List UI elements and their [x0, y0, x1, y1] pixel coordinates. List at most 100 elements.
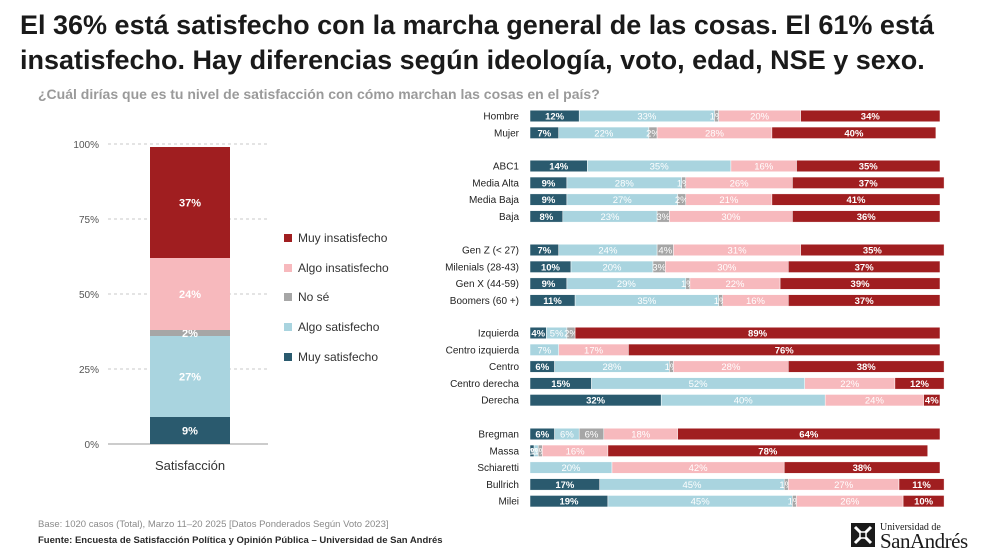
- data-label: 17%: [555, 480, 575, 491]
- row-label: Media Baja: [469, 195, 519, 206]
- data-label: 24%: [598, 246, 618, 257]
- data-label: 4%: [531, 329, 545, 340]
- data-label: 17%: [584, 345, 604, 356]
- data-label: 35%: [863, 246, 883, 257]
- data-label: 1%: [525, 446, 539, 457]
- bar-segment: [771, 193, 941, 206]
- row-label: Milenials (28-43): [445, 262, 519, 273]
- row-label: Mujer: [494, 128, 520, 139]
- data-label: 12%: [545, 112, 565, 123]
- data-label: 4%: [658, 246, 672, 257]
- legend-swatch: [284, 353, 292, 361]
- data-label: 6%: [535, 362, 549, 373]
- data-label: 23%: [600, 212, 620, 223]
- row-label: Schiaretti: [477, 463, 519, 474]
- legend-swatch: [284, 264, 292, 272]
- legend-swatch: [284, 323, 292, 331]
- row-label: Gen X (44-59): [456, 279, 519, 290]
- source-note: Fuente: Encuesta de Satisfacción Polític…: [38, 535, 443, 546]
- data-label: 9%: [182, 426, 198, 438]
- y-tick-label: 100%: [73, 140, 99, 151]
- data-label: 1%: [714, 296, 728, 307]
- data-label: 34%: [861, 112, 881, 123]
- data-label: 40%: [844, 128, 864, 139]
- data-label: 7%: [537, 128, 551, 139]
- data-label: 1%: [529, 446, 543, 457]
- y-tick-label: 25%: [79, 365, 99, 376]
- row-label: Baja: [499, 212, 519, 223]
- bar-segment: [788, 260, 941, 273]
- data-label: 9%: [542, 279, 556, 290]
- bar-segment: [800, 244, 945, 256]
- data-label: 1%: [710, 112, 724, 123]
- bar-segment: [792, 210, 941, 223]
- page-title: El 36% está satisfecho con la marcha gen…: [20, 10, 934, 75]
- y-tick-label: 75%: [79, 215, 99, 226]
- bar-segment: [574, 327, 941, 339]
- data-label: 14%: [549, 162, 569, 173]
- data-label: 1%: [779, 480, 793, 491]
- data-label: 3%: [656, 212, 670, 223]
- data-label: 32%: [586, 396, 606, 407]
- segment-satisfaction-chart: Hombre 12% 33% 1% 20% 34% Mujer 7% 22% 2% 28% 40% AB…: [445, 110, 945, 508]
- row-label: Massa: [490, 446, 520, 457]
- data-label: 42%: [689, 463, 709, 474]
- data-label: 15%: [551, 379, 571, 390]
- data-label: 16%: [754, 162, 774, 173]
- data-label: 36%: [857, 212, 877, 223]
- chart-subtitle: ¿Cuál dirías que es tu nivel de satisfac…: [38, 86, 600, 102]
- logo-text-big: SanAndrés: [880, 529, 968, 553]
- bar-segment: [898, 478, 945, 491]
- data-label: 2%: [675, 195, 689, 206]
- column-segment: [150, 417, 230, 444]
- bar-segment: [800, 110, 941, 122]
- bar-segment: [796, 160, 941, 172]
- row-label: Centro derecha: [450, 379, 519, 390]
- row-label: Centro izquierda: [446, 345, 520, 356]
- data-label: 1%: [788, 497, 802, 508]
- bar-segment: [894, 377, 945, 390]
- data-label: 38%: [853, 463, 873, 474]
- data-label: 64%: [799, 430, 819, 441]
- logo-text-small: Universidad de: [880, 522, 941, 533]
- overall-satisfaction-chart: 0% 25% 50% 75% 100% 9% 27% 2% 24% 37% Satisfacción…: [73, 140, 389, 473]
- data-label: 24%: [865, 396, 885, 407]
- data-label: 22%: [840, 379, 860, 390]
- data-label: 37%: [859, 178, 879, 189]
- legend-label: Muy satisfecho: [298, 350, 378, 364]
- data-label: 35%: [650, 162, 670, 173]
- data-label: 37%: [855, 296, 875, 307]
- row-label: Boomers (60 +): [450, 296, 519, 307]
- data-label: 9%: [542, 195, 556, 206]
- data-label: 16%: [566, 446, 586, 457]
- data-label: 20%: [602, 262, 622, 273]
- data-label: 78%: [758, 446, 778, 457]
- data-label: 35%: [859, 162, 879, 173]
- base-note: Base: 1020 casos (Total), Marzo 11–20 20…: [38, 519, 389, 530]
- data-label: 20%: [561, 463, 581, 474]
- data-label: 6%: [560, 430, 574, 441]
- legend-swatch: [284, 234, 292, 242]
- data-label: 4%: [925, 396, 939, 407]
- bar-segment: [677, 428, 941, 440]
- y-tick-label: 50%: [79, 290, 99, 301]
- data-label: 2%: [564, 329, 578, 340]
- row-label: Milei: [498, 497, 519, 508]
- x-tick-label: Satisfacción: [155, 458, 225, 473]
- row-label: Hombre: [483, 112, 519, 123]
- row-label: Centro: [489, 362, 519, 373]
- data-label: 1%: [677, 178, 691, 189]
- bar-segment: [607, 444, 928, 457]
- data-label: 31%: [728, 246, 748, 257]
- bar-segment: [628, 343, 941, 356]
- data-label: 19%: [559, 497, 579, 508]
- data-label: 5%: [550, 329, 564, 340]
- university-logo: Universidad de SanAndrés: [850, 520, 990, 553]
- data-label: 27%: [613, 195, 633, 206]
- data-label: 16%: [746, 296, 766, 307]
- data-label: 37%: [855, 262, 875, 273]
- bar-segment: [771, 126, 937, 139]
- data-label: 7%: [537, 345, 551, 356]
- bar-segment: [923, 394, 941, 407]
- data-label: 37%: [179, 198, 201, 210]
